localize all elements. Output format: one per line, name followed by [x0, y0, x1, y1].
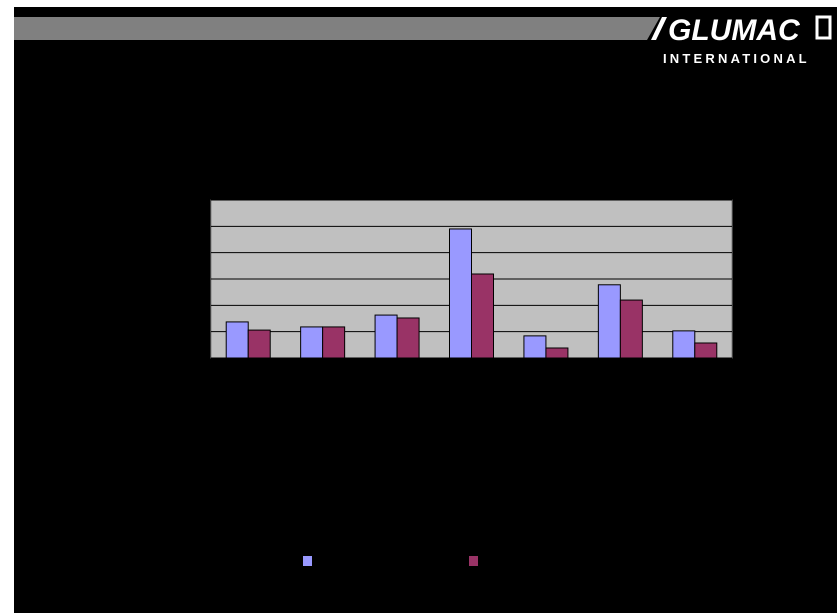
header-slash — [651, 17, 667, 40]
bar — [672, 330, 696, 359]
bar — [694, 342, 718, 359]
logo-box — [815, 15, 832, 40]
bar — [247, 329, 271, 359]
header-bar — [14, 17, 660, 40]
bar — [322, 326, 346, 359]
bar — [225, 321, 249, 359]
legend-marker — [303, 556, 312, 566]
bar — [300, 326, 324, 359]
bar — [545, 347, 569, 359]
legend-marker — [469, 556, 478, 566]
logo-subtitle: INTERNATIONAL — [663, 51, 810, 66]
bar — [523, 335, 547, 359]
bar — [449, 228, 472, 359]
bar — [597, 284, 621, 359]
logo: GLUMAC — [668, 14, 801, 47]
bar — [396, 317, 420, 359]
bar — [374, 314, 398, 359]
bar — [619, 299, 643, 359]
bar — [471, 273, 494, 359]
